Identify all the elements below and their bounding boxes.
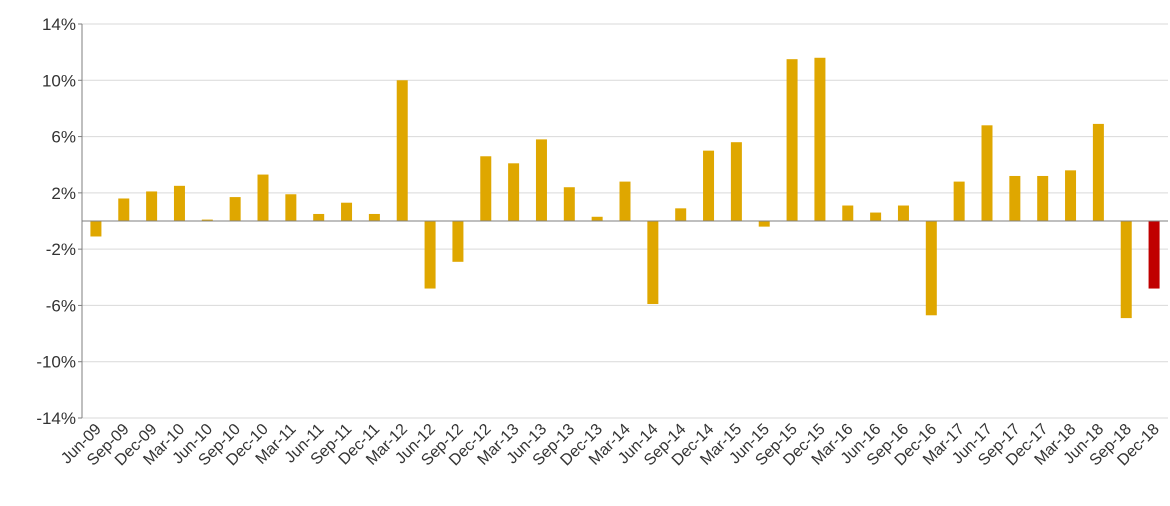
bars [90,57,1160,319]
bar-Sep-12 [452,221,464,262]
bar-Mar-16 [842,205,854,221]
bar-Jun-18 [1092,123,1104,221]
y-tick-label: 6% [51,128,76,147]
bar-Jun-16 [870,212,882,221]
bar-Jun-09 [90,221,102,237]
bar-Sep-13 [563,187,575,221]
bar-Dec-15 [814,57,826,222]
bar-Jun-15 [758,221,770,227]
bar-Dec-09 [146,191,158,221]
y-tick-label: -14% [36,409,76,428]
bar-Dec-11 [368,213,380,221]
y-tick-label: -10% [36,353,76,372]
bar-Dec-18 [1148,221,1160,289]
bar-Jun-17 [981,125,993,221]
bar-Dec-17 [1037,175,1049,221]
bar-Mar-14 [619,181,631,221]
y-tick-label: 10% [42,71,76,90]
bar-Jun-13 [535,139,547,221]
y-tick-label: -2% [46,240,76,259]
bar-Dec-10 [257,174,269,221]
bar-Mar-10 [173,185,185,221]
bar-Mar-17 [953,181,965,221]
bar-Sep-10 [229,197,241,221]
bar-Sep-17 [1009,175,1021,221]
bar-Sep-11 [341,202,353,221]
bar-Sep-16 [897,205,909,221]
bar-Dec-12 [480,156,492,221]
bar-Dec-14 [703,150,715,221]
y-tick-label: -6% [46,296,76,315]
bar-Mar-13 [508,163,520,221]
bar-Sep-14 [675,208,687,221]
y-tick-labels: 14% 10% 6% 2% -2% -6% -10% -14% [36,15,76,428]
y-tick-label: 14% [42,15,76,34]
bar-Jun-10 [201,219,213,221]
x-tick-labels: Jun-09Sep-09Dec-09Mar-10Jun-10Sep-10Dec-… [58,421,1163,470]
bar-Dec-13 [591,216,603,221]
bar-Mar-12 [396,80,408,222]
bar-Jun-14 [647,221,659,305]
bar-Sep-09 [118,198,130,221]
y-tick-label: 2% [51,184,76,203]
bar-Dec-16 [925,221,937,316]
bar-Sep-15 [786,59,798,221]
bar-Mar-18 [1065,170,1077,221]
bar-Sep-18 [1120,221,1132,319]
bar-Mar-15 [730,142,742,221]
bar-Jun-11 [313,213,325,221]
bar-Mar-11 [285,194,297,221]
bar-Jun-12 [424,221,436,289]
axes [78,23,1168,419]
